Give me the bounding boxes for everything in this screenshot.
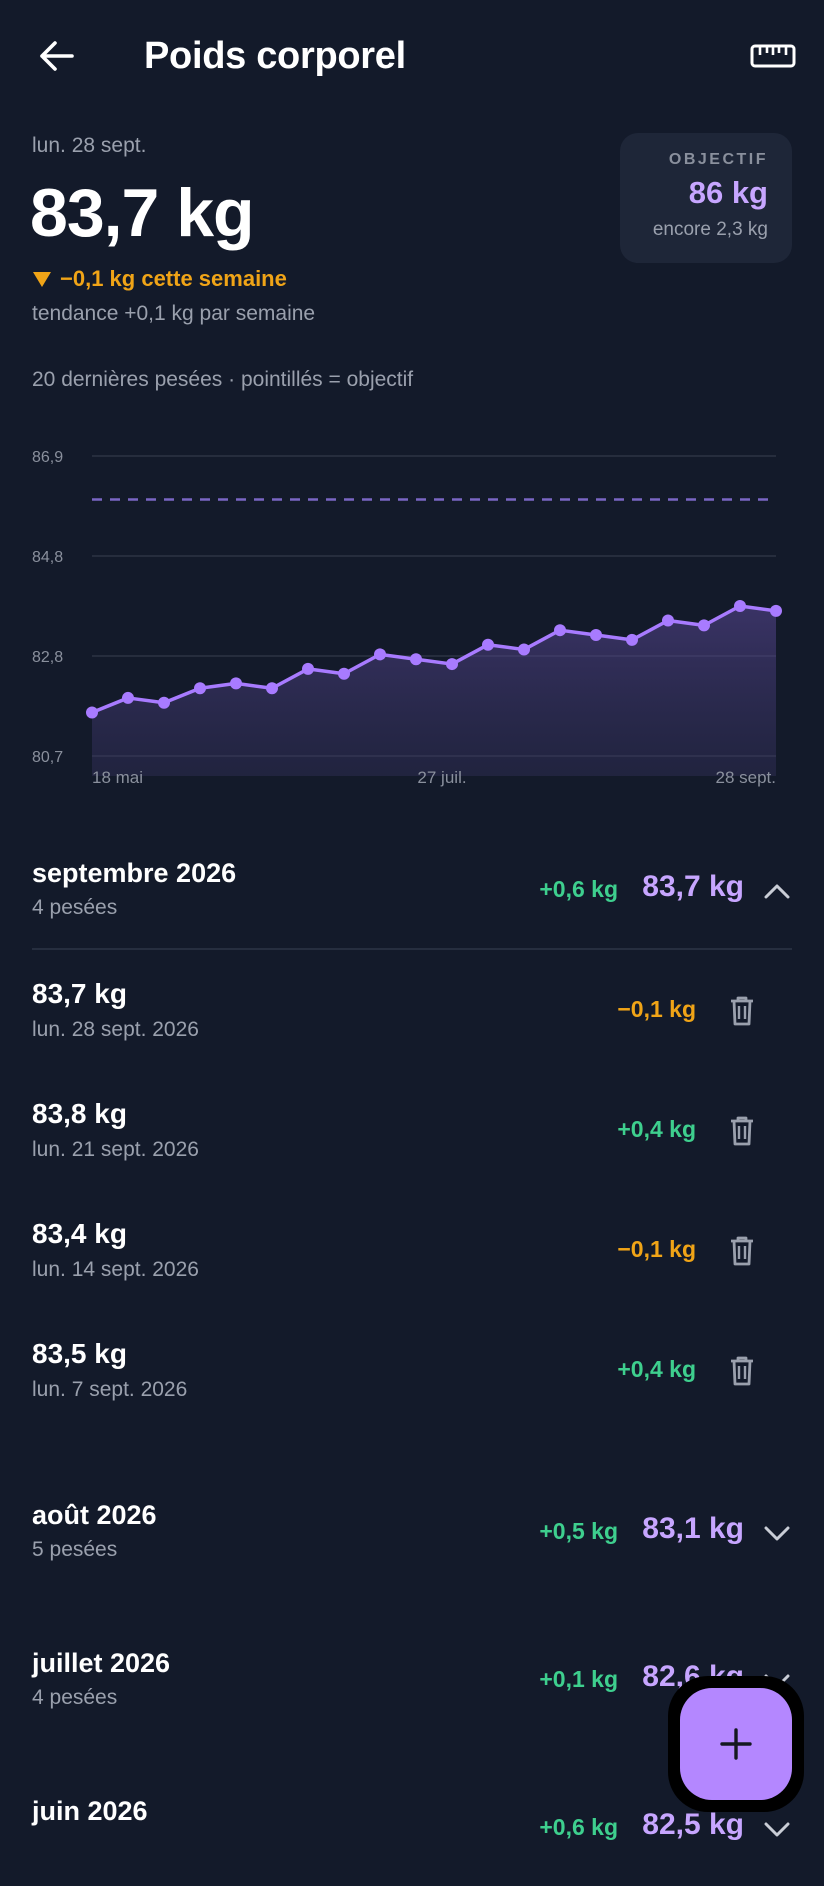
month-group-august[interactable]: août 2026 5 pesées +0,5 kg 83,1 kg	[0, 1500, 824, 1590]
trash-icon	[731, 996, 753, 1026]
data-point	[266, 682, 278, 695]
month-delta: +0,5 kg	[539, 1518, 618, 1544]
month-group-september[interactable]: septembre 2026 4 pesées +0,6 kg 83,7 kg	[0, 858, 824, 948]
entry-delta: +0,4 kg	[617, 1356, 696, 1382]
month-count: 4 pesées	[32, 1686, 118, 1709]
data-point	[482, 638, 494, 651]
month-count: 5 pesées	[32, 1538, 118, 1561]
data-point	[518, 643, 530, 656]
data-point	[338, 667, 350, 680]
month-count: 4 pesées	[32, 896, 118, 919]
x-tick-label: 18 mai	[92, 768, 143, 787]
trash-icon	[731, 1116, 753, 1146]
data-point	[446, 658, 458, 671]
week-change: −0,1 kg cette semaine	[32, 266, 287, 292]
data-point	[86, 706, 98, 719]
month-delta: +0,6 kg	[539, 1814, 618, 1840]
arrow-left-icon	[40, 41, 74, 71]
triangle-down-icon	[33, 272, 51, 287]
goal-label: OBJECTIF	[668, 151, 768, 168]
data-point	[410, 653, 422, 666]
series-line	[91, 604, 777, 715]
month-name: septembre 2026	[32, 858, 237, 888]
data-point	[230, 677, 242, 690]
data-point	[158, 696, 170, 709]
month-group-july[interactable]: juillet 2026 4 pesées +0,1 kg 82,6 kg	[0, 1648, 824, 1738]
ruler-icon	[750, 44, 796, 68]
delete-button[interactable]	[722, 1110, 762, 1152]
month-delta: +0,1 kg	[539, 1666, 618, 1692]
entry-date: lun. 7 sept. 2026	[32, 1378, 188, 1401]
page-title: Poids corporel	[144, 35, 406, 77]
x-tick-label: 28 sept.	[716, 768, 777, 787]
data-point	[626, 633, 638, 646]
current-weight: 83,7 kg	[30, 175, 255, 251]
month-name: juillet 2026	[32, 1648, 171, 1678]
data-point	[554, 624, 566, 637]
data-point	[374, 648, 386, 661]
data-point	[662, 614, 674, 627]
current-date: lun. 28 sept.	[32, 134, 147, 157]
delete-button[interactable]	[722, 990, 762, 1032]
month-delta: +0,6 kg	[539, 876, 618, 902]
entry-delta: +0,4 kg	[617, 1116, 696, 1142]
goal-remaining: encore 2,3 kg	[652, 219, 768, 240]
delete-button[interactable]	[722, 1230, 762, 1272]
entry-weight: 83,5 kg	[32, 1338, 127, 1369]
weight-chart: 86,9 84,8 82,8 80,7 18 mai 27 juil. 28 sept.	[32, 449, 782, 787]
area-fill	[92, 606, 776, 776]
list-item: 83,8 kg lun. 21 sept. 2026 +0,4 kg	[0, 1098, 824, 1208]
month-average: 83,7 kg	[642, 870, 744, 903]
month-name: août 2026	[32, 1500, 157, 1530]
goal-value: 86 kg	[688, 175, 768, 210]
chevron-down-icon[interactable]	[760, 1812, 794, 1846]
month-average: 83,1 kg	[642, 1512, 744, 1545]
entry-date: lun. 14 sept. 2026	[32, 1258, 199, 1281]
entry-weight: 83,8 kg	[32, 1098, 127, 1129]
x-tick-label: 27 juil.	[417, 768, 466, 787]
data-point	[194, 682, 206, 695]
entry-delta: −0,1 kg	[617, 1236, 696, 1262]
ruler-button[interactable]	[746, 36, 800, 76]
data-point	[122, 691, 134, 704]
add-weight-button[interactable]	[680, 1688, 792, 1800]
y-tick-label: 84,8	[32, 549, 63, 566]
trash-icon	[731, 1356, 753, 1386]
entry-date: lun. 28 sept. 2026	[32, 1018, 199, 1041]
chart-caption: 20 dernières pesées · pointillés = objec…	[32, 368, 414, 391]
week-change-text: −0,1 kg cette semaine	[60, 266, 287, 291]
list-item: 83,7 kg lun. 28 sept. 2026 −0,1 kg	[0, 978, 824, 1088]
trash-icon	[731, 1236, 753, 1266]
list-item: 83,4 kg lun. 14 sept. 2026 −0,1 kg	[0, 1218, 824, 1328]
list-item: 83,5 kg lun. 7 sept. 2026 +0,4 kg	[0, 1338, 824, 1448]
month-average: 82,5 kg	[642, 1808, 744, 1841]
chevron-up-icon[interactable]	[760, 874, 794, 908]
data-point	[734, 600, 746, 612]
plus-icon	[720, 1728, 752, 1760]
y-tick-label: 80,7	[32, 749, 63, 766]
divider	[32, 948, 792, 950]
entry-weight: 83,7 kg	[32, 978, 127, 1009]
month-name: juin 2026	[32, 1796, 148, 1826]
data-point	[770, 604, 782, 617]
goal-card[interactable]: OBJECTIF 86 kg encore 2,3 kg	[620, 133, 792, 263]
back-button[interactable]	[30, 30, 82, 82]
entry-weight: 83,4 kg	[32, 1218, 127, 1249]
entry-date: lun. 21 sept. 2026	[32, 1138, 199, 1161]
trend-text: tendance +0,1 kg par semaine	[32, 302, 316, 325]
y-tick-label: 86,9	[32, 449, 63, 466]
entry-delta: −0,1 kg	[617, 996, 696, 1022]
y-tick-label: 82,8	[32, 649, 63, 666]
data-point	[698, 619, 710, 632]
delete-button[interactable]	[722, 1350, 762, 1392]
data-point	[302, 662, 314, 675]
data-point	[590, 629, 602, 642]
chevron-down-icon[interactable]	[760, 1516, 794, 1550]
